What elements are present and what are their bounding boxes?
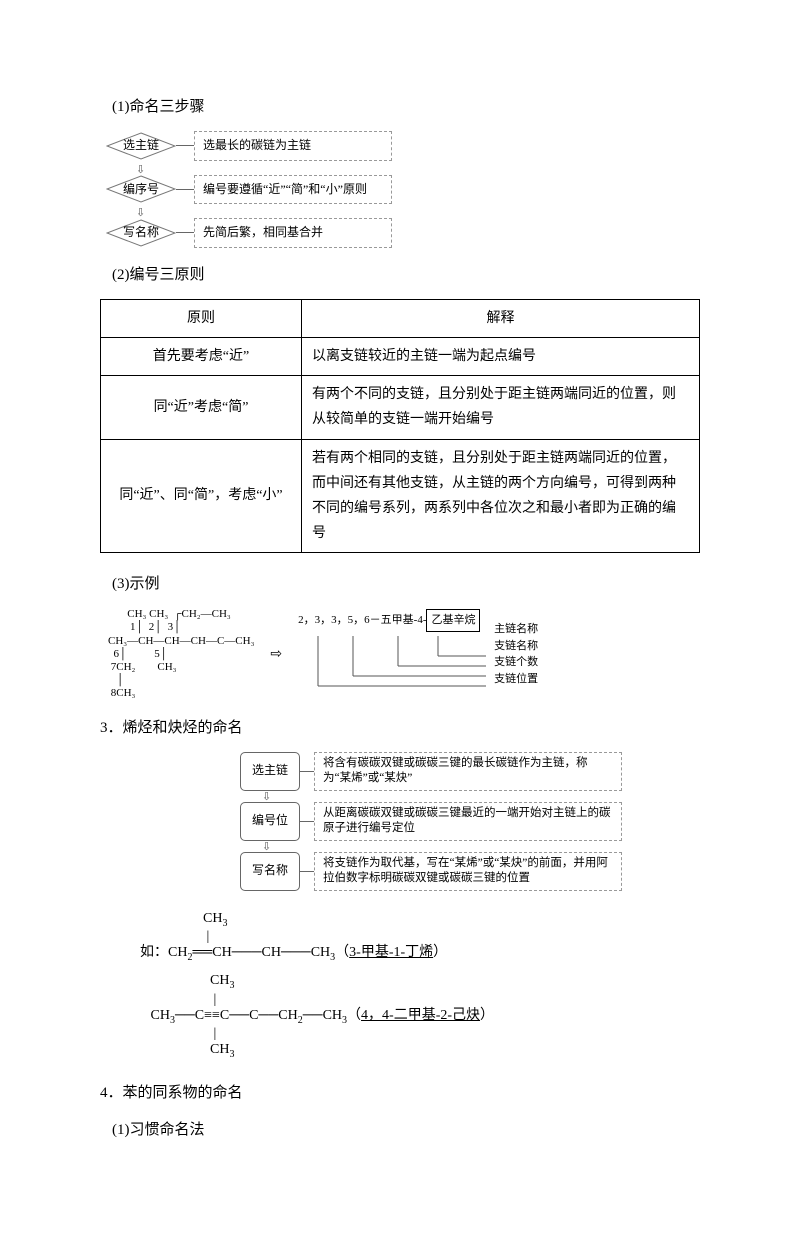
step1-label: 选主链	[123, 135, 159, 157]
step2-label: 编序号	[123, 179, 159, 201]
step1-desc: 选最长的碳链为主链	[194, 131, 392, 161]
alkene-step1-label: 选主链	[240, 752, 300, 791]
ex1-name: 3-甲基-1-丁烯	[349, 945, 433, 960]
alkene-step3-label: 写名称	[240, 852, 300, 891]
alkene-heading: 3．烯烃和炔烃的命名	[100, 715, 700, 742]
alkene-steps-diagram: 选主链 将含有碳碳双键或碳碳三键的最长碳链作为主链，称为“某烯”或“某炔” ⇩ …	[240, 752, 700, 891]
numbering-rules-table: 原则 解释 首先要考虑“近” 以离支链较近的主链一端为起点编号 同“近”考虑“简…	[100, 299, 700, 554]
table-row: 同“近”、同“简”，考虑“小” 若有两个相同的支链，且分别处于距主链两端同近的位…	[101, 439, 700, 553]
alkene-step1-desc: 将含有碳碳双键或碳碳三键的最长碳链作为主链，称为“某烯”或“某炔”	[314, 752, 622, 791]
col-principle: 原则	[101, 299, 302, 337]
alkene-step3-desc: 将支链作为取代基，写在“某烯”或“某炔”的前面，并用阿拉伯数字标明碳碳双键或碳碳…	[314, 852, 622, 891]
ex2-name: 4，4-二甲基-2-己炔	[361, 1008, 480, 1023]
col-explain: 解释	[302, 299, 700, 337]
chemical-examples: CH3 | 如：CH2══CH───CH───CH3（3-甲基-1-丁烯） CH…	[140, 911, 700, 1061]
sec2-title: (2)编号三原则	[112, 262, 700, 289]
boxed-part: 乙基辛烷	[426, 609, 480, 633]
benzene-sub: (1)习惯命名法	[112, 1117, 700, 1144]
table-row: 首先要考虑“近” 以离支链较近的主链一端为起点编号	[101, 337, 700, 375]
bracket-svg	[298, 636, 488, 692]
example-diagram: CH₃ CH₃ ┌CH₂—CH₃ 1│ 2│ 3│ CH₃—CH—CH—CH—C…	[108, 608, 700, 700]
alkene-step2-label: 编号位	[240, 802, 300, 841]
benzene-heading: 4．苯的同系物的命名	[100, 1080, 700, 1107]
example-structure: CH₃ CH₃ ┌CH₂—CH₃ 1│ 2│ 3│ CH₃—CH—CH—CH—C…	[108, 608, 254, 700]
step3-label: 写名称	[123, 222, 159, 244]
table-row: 同“近”考虑“简” 有两个不同的支链，且分别处于距主链两端同近的位置，则从较简单…	[101, 376, 700, 439]
arrow-icon: ⇨	[270, 642, 282, 667]
sec1-title: (1)命名三步骤	[112, 94, 700, 121]
naming-steps-diagram: 选主链 选最长的碳链为主链 ⇩ 编序号 编号要遵循“近”“简”和“小”原则 ⇩ …	[106, 131, 700, 248]
sec3-title: (3)示例	[112, 571, 700, 598]
alkene-step2-desc: 从距离碳碳双键或碳碳三键最近的一端开始对主链上的碳原子进行编号定位	[314, 802, 622, 841]
step2-desc: 编号要遵循“近”“简”和“小”原则	[194, 175, 392, 205]
step3-desc: 先简后繁，相同基合并	[194, 218, 392, 248]
